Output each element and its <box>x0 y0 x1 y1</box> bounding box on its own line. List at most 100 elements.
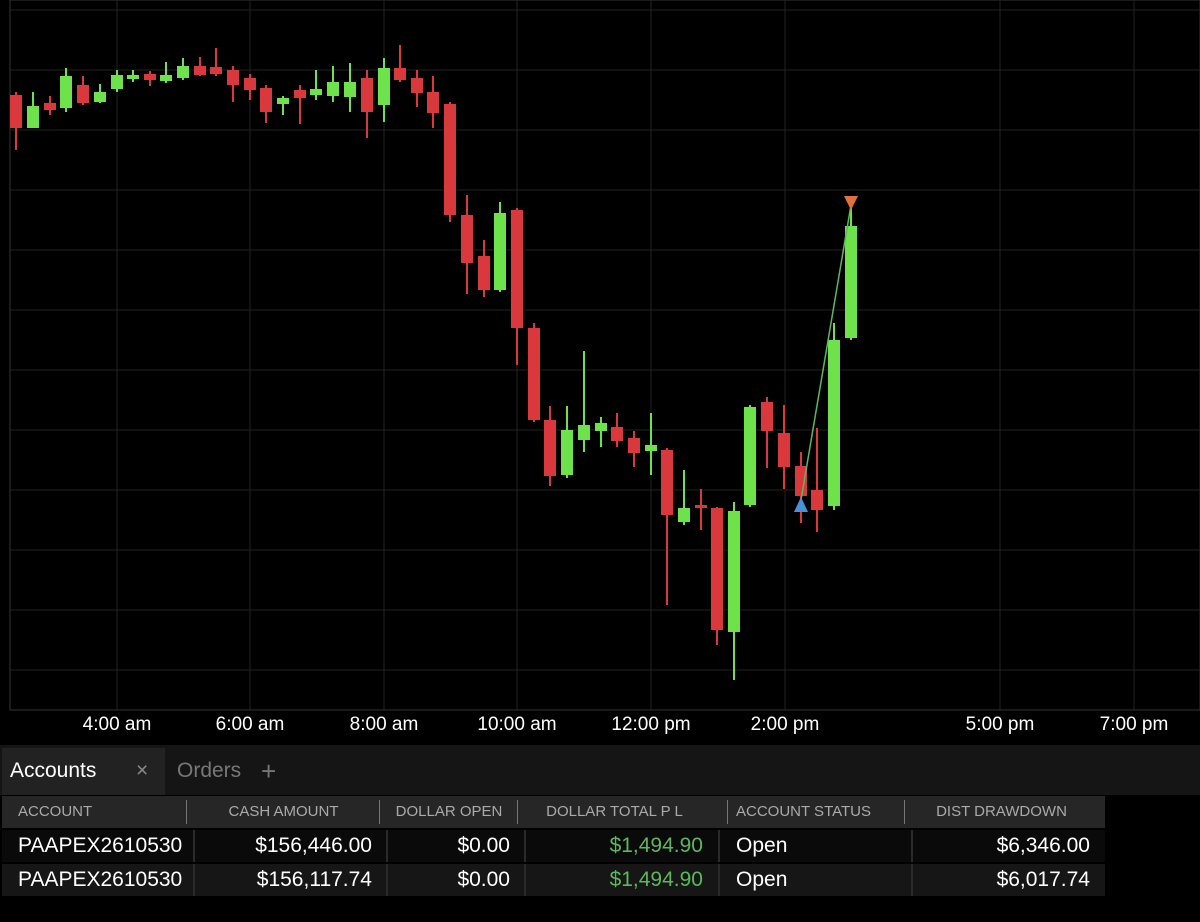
x-tick-label: 4:00 am <box>83 714 152 735</box>
candle-body <box>227 70 239 85</box>
x-tick-label: 6:00 am <box>216 714 285 735</box>
table-cell: Open <box>736 868 788 891</box>
candle-body <box>378 68 390 105</box>
table-cell: $0.00 <box>457 868 510 891</box>
tab-bar <box>0 745 1200 795</box>
cell-sep <box>718 830 720 862</box>
candle-body <box>160 75 172 81</box>
candle-body <box>795 466 807 496</box>
table-cell: $6,017.74 <box>996 868 1090 891</box>
tab-close[interactable]: × <box>136 759 149 782</box>
candle-body <box>361 78 373 112</box>
candle-body <box>294 90 306 98</box>
col-sep <box>904 800 905 824</box>
candle-body <box>144 74 156 80</box>
cell-sep <box>911 864 913 896</box>
col-sep <box>379 800 380 824</box>
buy-marker <box>794 497 808 512</box>
candle-body <box>244 78 256 90</box>
candle-body <box>94 92 106 102</box>
cell-sep <box>386 830 388 862</box>
cell-sep <box>386 864 388 896</box>
table-cell: $1,494.90 <box>609 868 703 891</box>
column-header: CASH AMOUNT <box>228 803 339 820</box>
price-chart: 4:00 am 6:00 am 8:00 am 10:00 am 12:00 pm 2:0… <box>9 0 1200 735</box>
column-header: DOLLAR OPEN <box>395 803 503 820</box>
tab[interactable]: Accounts <box>10 759 97 782</box>
candle-body <box>528 328 540 420</box>
col-sep <box>186 800 187 824</box>
x-tick-label: 5:00 pm <box>966 714 1035 735</box>
col-sep <box>727 800 728 824</box>
candle-body <box>611 427 623 441</box>
table-cell: $0.00 <box>457 834 510 857</box>
table-cell: PAAPEX2610530 <box>18 834 183 857</box>
table-cell: $1,494.90 <box>609 834 703 857</box>
candle-body <box>761 402 773 431</box>
plot-area <box>9 0 1200 711</box>
candle-body <box>728 511 740 632</box>
candle-body <box>828 340 840 506</box>
candle-body <box>578 425 590 440</box>
candle-body <box>260 88 272 112</box>
candle-body <box>194 66 206 75</box>
candle-body <box>310 89 322 95</box>
table-cell: Open <box>736 834 788 857</box>
x-tick-label: 8:00 am <box>350 714 419 735</box>
table-cell: $156,117.74 <box>256 868 372 891</box>
candle-body <box>645 445 657 451</box>
candle-body <box>661 450 673 515</box>
table-header <box>2 796 1105 828</box>
candle-body <box>444 104 456 215</box>
candle-body <box>478 256 490 290</box>
x-tick-label: 10:00 am <box>477 714 556 735</box>
cell-sep <box>911 830 913 862</box>
candle-body <box>461 215 473 263</box>
table-cell: $6,346.00 <box>996 834 1090 857</box>
candle-body <box>811 490 823 510</box>
table-row[interactable] <box>2 830 1105 862</box>
candle-body <box>394 68 406 80</box>
cell-sep <box>193 864 195 896</box>
table-cell: $156,446.00 <box>255 834 372 857</box>
x-tick-label: 12:00 pm <box>611 714 690 735</box>
candle-body <box>711 508 723 630</box>
trade-line <box>800 204 852 501</box>
candle-body <box>744 407 756 505</box>
cell-sep <box>524 830 526 862</box>
candle-body <box>628 438 640 453</box>
sell-marker <box>844 196 858 210</box>
cell-sep <box>524 864 526 896</box>
candle-body <box>177 66 189 78</box>
table-cell: PAAPEX2610530 <box>18 868 183 891</box>
candle-body <box>427 92 439 113</box>
candle-body <box>210 67 222 74</box>
candle-body <box>544 420 556 476</box>
candle-body <box>411 78 423 93</box>
candle-body <box>277 98 289 104</box>
active-tab-bg <box>2 748 165 795</box>
candle-body <box>127 75 139 79</box>
cell-sep <box>718 864 720 896</box>
candle-body <box>494 213 506 290</box>
candle-body <box>778 433 790 467</box>
candle-body <box>678 508 690 522</box>
x-tick-label: 2:00 pm <box>751 714 820 735</box>
candle-body <box>77 85 89 103</box>
candle-body <box>44 103 56 110</box>
candle-body <box>561 430 573 475</box>
candle-body <box>111 75 123 89</box>
candle-body <box>60 76 72 108</box>
column-header: ACCOUNT STATUS <box>736 803 872 820</box>
column-header: ACCOUNT <box>18 803 93 820</box>
candle-body <box>344 82 356 97</box>
candle-body <box>327 82 339 96</box>
tab[interactable]: Orders <box>177 759 242 782</box>
candle-body <box>27 106 39 128</box>
candle-body <box>10 95 22 128</box>
add-tab[interactable]: + <box>261 756 277 786</box>
candle-body <box>845 226 857 338</box>
table-row[interactable] <box>2 864 1105 896</box>
candle-body <box>511 210 523 328</box>
